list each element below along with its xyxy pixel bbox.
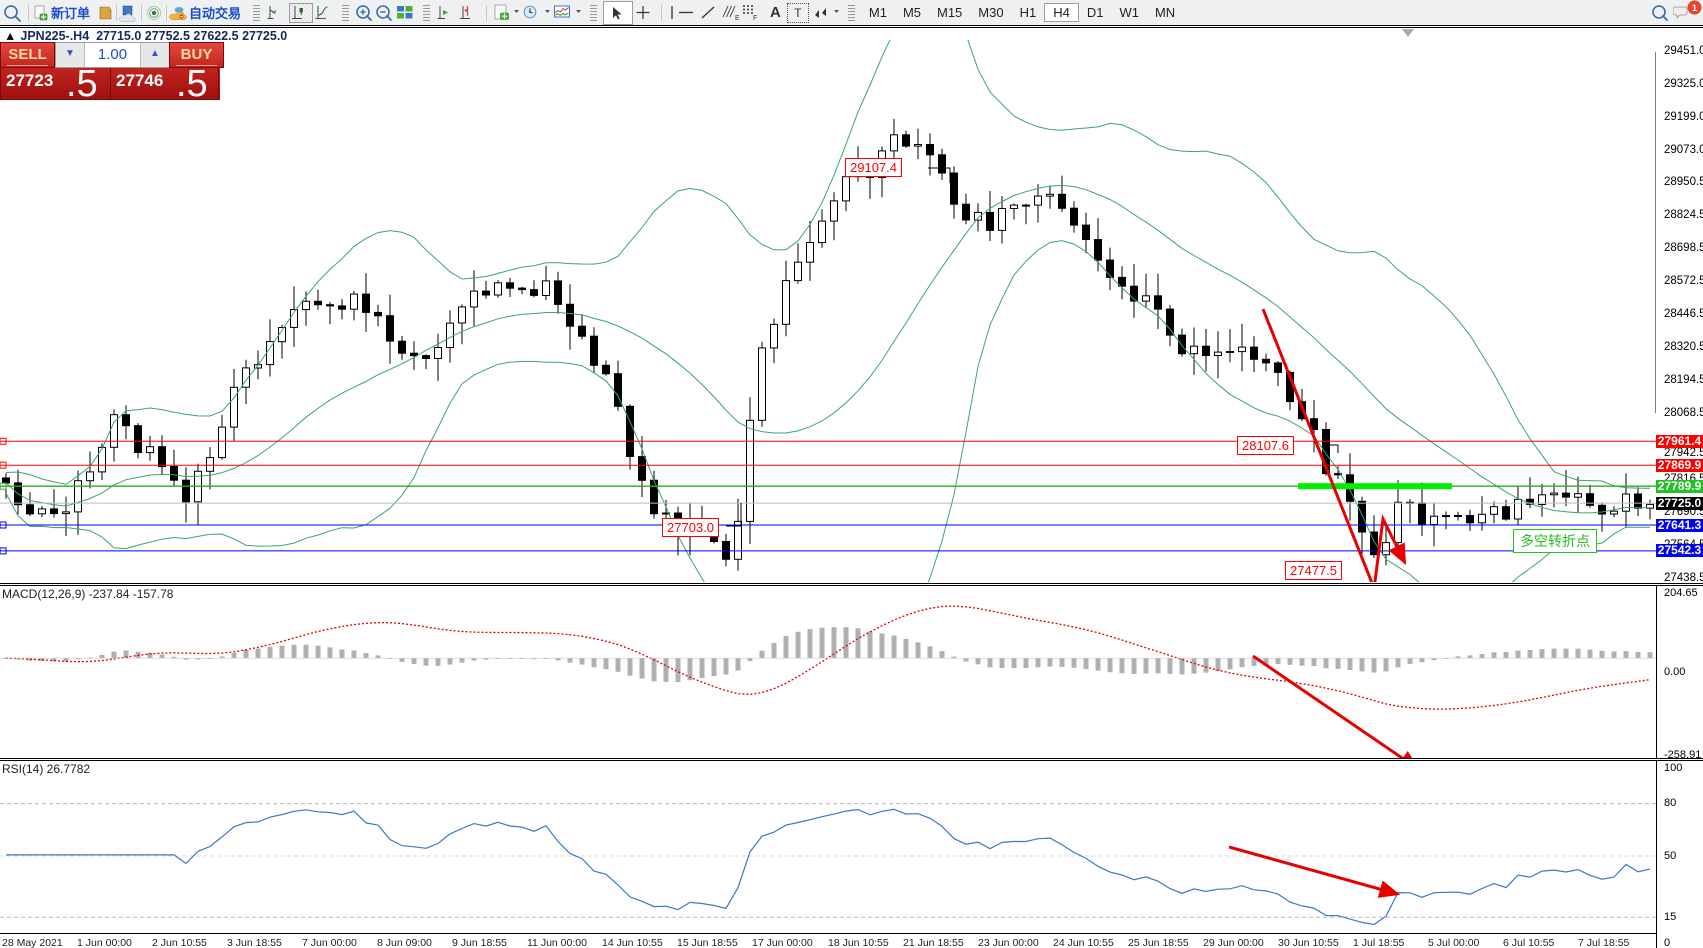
svg-text:F: F <box>753 15 757 22</box>
svg-text:1: 1 <box>1692 3 1697 13</box>
svg-text:E: E <box>735 15 740 22</box>
